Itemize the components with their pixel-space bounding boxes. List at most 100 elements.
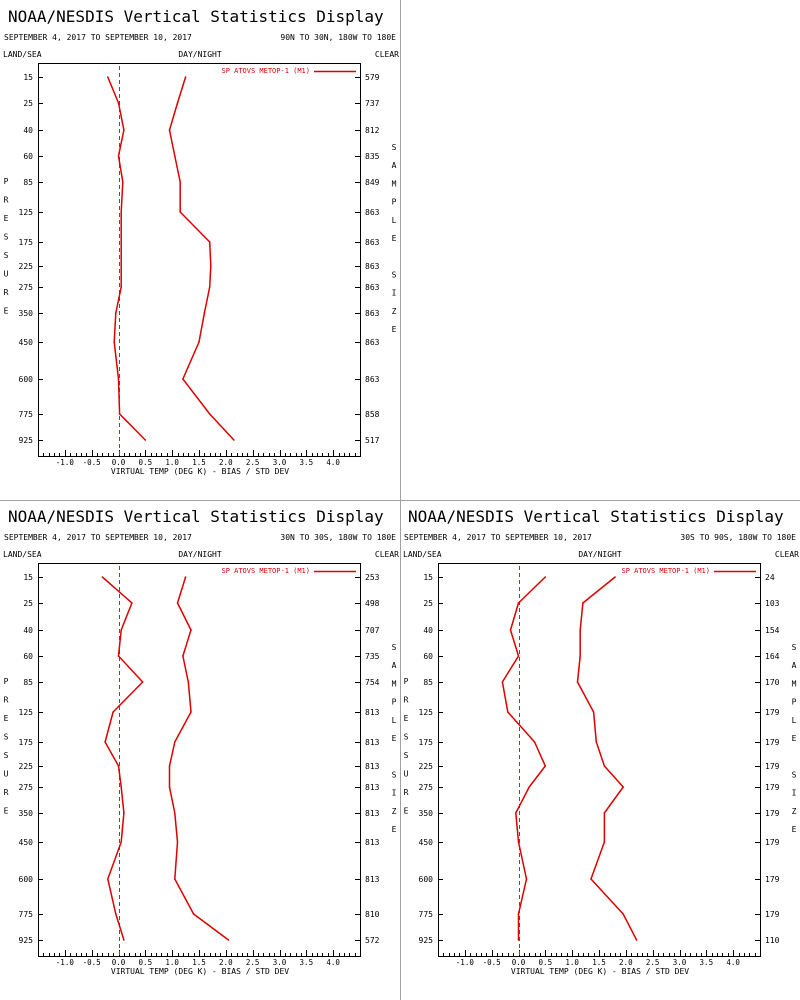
bias-point: [118, 413, 121, 415]
sample-size-side-letter: E: [792, 734, 797, 743]
pressure-level-label: 25: [23, 99, 33, 108]
bias-point: [525, 878, 528, 880]
sample-size-label: 164: [765, 652, 780, 661]
x-tick-label: 0.5: [139, 958, 153, 967]
x-tick-label: 0.0: [112, 458, 126, 467]
x-tick-label: -1.0: [56, 958, 75, 967]
pressure-level-label: 775: [419, 910, 434, 919]
sample-size-label: 754: [365, 678, 380, 687]
std-dev-point: [592, 711, 595, 713]
pressure-level-label: 275: [19, 283, 34, 292]
sample-size-label: 863: [365, 262, 380, 271]
pressure-level-label: 450: [419, 838, 434, 847]
bias-point: [544, 765, 547, 767]
sample-size-label: 835: [365, 152, 380, 161]
bias-point: [544, 576, 547, 578]
std-dev-point: [174, 878, 176, 880]
land-sea-label: LAND/SEA: [3, 550, 42, 559]
pressure-level-label: 85: [423, 678, 433, 687]
sample-size-side-letter: M: [392, 179, 397, 188]
sample-size-label: 517: [365, 436, 380, 445]
pressure-side-letter: R: [4, 196, 9, 205]
sample-size-side-letter: P: [392, 198, 397, 207]
sample-size-side-letter: I: [792, 789, 797, 798]
pressure-level-label: 775: [19, 910, 34, 919]
pressure-level-label: 925: [19, 436, 34, 445]
std-dev-series-line: [168, 76, 235, 441]
sample-size-side-letter: E: [392, 825, 397, 834]
date-range: SEPTEMBER 4, 2017 TO SEPTEMBER 10, 2017: [404, 533, 592, 542]
x-tick-label: 1.0: [565, 958, 579, 967]
bias-point: [104, 741, 106, 743]
pressure-level-label: 125: [19, 208, 34, 217]
sample-size-label: 812: [365, 126, 380, 135]
bias-point: [501, 681, 504, 683]
sample-size-label: 735: [365, 652, 380, 661]
sample-size-label: 813: [365, 762, 380, 771]
std-dev-point: [168, 786, 171, 788]
std-dev-point: [579, 655, 581, 657]
std-dev-point: [190, 629, 192, 631]
sample-size-side-letter: E: [392, 325, 397, 334]
plot-frame: [438, 563, 761, 957]
std-dev-point: [192, 913, 195, 915]
land-sea-label: LAND/SEA: [3, 50, 42, 59]
bias-point: [533, 741, 536, 743]
sample-size-label: 849: [365, 178, 380, 187]
sample-size-label: 813: [365, 738, 380, 747]
pressure-side-letter: E: [4, 307, 9, 316]
sample-size-label: 707: [365, 626, 380, 635]
bias-point: [141, 681, 144, 683]
bias-point: [517, 939, 520, 941]
pressure-side-letter: S: [4, 233, 9, 242]
sample-size-side-letter: S: [392, 143, 397, 152]
pressure-side-letter: R: [4, 696, 9, 705]
bias-point: [120, 265, 122, 267]
bias-series-line: [501, 576, 547, 940]
x-tick-label: 0.5: [139, 458, 153, 467]
std-dev-point: [168, 129, 171, 131]
bias-point: [117, 102, 120, 104]
pressure-side-letter: P: [404, 677, 409, 686]
clear-label: CLEAR: [375, 50, 399, 59]
sample-size-label: 863: [365, 309, 380, 318]
pressure-side-letter: S: [4, 751, 9, 760]
bias-point: [528, 786, 530, 788]
sample-size-label: 813: [365, 783, 380, 792]
sample-size-label: 154: [765, 626, 780, 635]
pressure-level-label: 85: [23, 178, 33, 187]
x-tick-label: 2.5: [646, 958, 660, 967]
sample-size-side-letter: A: [392, 661, 397, 670]
pressure-side-letter: P: [4, 677, 9, 686]
sample-size-side-letter: S: [792, 770, 797, 779]
sample-size-side-letter: Z: [392, 307, 397, 316]
sample-size-label: 179: [765, 910, 780, 919]
std-dev-point: [176, 602, 179, 604]
bias-point: [144, 439, 147, 441]
std-dev-point: [203, 312, 206, 314]
sample-size-side-letter: L: [392, 716, 397, 725]
std-dev-point: [208, 241, 211, 243]
std-dev-point: [182, 378, 184, 380]
x-tick-label: 2.5: [246, 458, 260, 467]
pressure-level-label: 275: [419, 783, 434, 792]
sample-size-label: 179: [765, 762, 780, 771]
x-tick-label: 4.0: [726, 958, 740, 967]
pressure-level-label: 85: [23, 678, 33, 687]
sample-size-side-letter: S: [792, 643, 797, 652]
std-dev-point: [227, 939, 230, 941]
sample-size-side-letter: P: [392, 698, 397, 707]
sample-size-label: 863: [365, 238, 380, 247]
x-axis-label: VIRTUAL TEMP (DEG K) - BIAS / STD DEV: [111, 467, 289, 476]
sample-size-label: 810: [365, 910, 380, 919]
pressure-side-letter: S: [4, 733, 9, 742]
plot-frame: [38, 563, 361, 957]
sample-size-label: 579: [365, 73, 380, 82]
sample-size-side-letter: Z: [392, 807, 397, 816]
bias-series-line: [107, 76, 146, 441]
bias-point: [517, 655, 520, 657]
sample-size-label: 170: [765, 678, 780, 687]
std-dev-point: [208, 413, 211, 415]
std-dev-point: [168, 765, 171, 767]
bias-point: [120, 841, 122, 843]
